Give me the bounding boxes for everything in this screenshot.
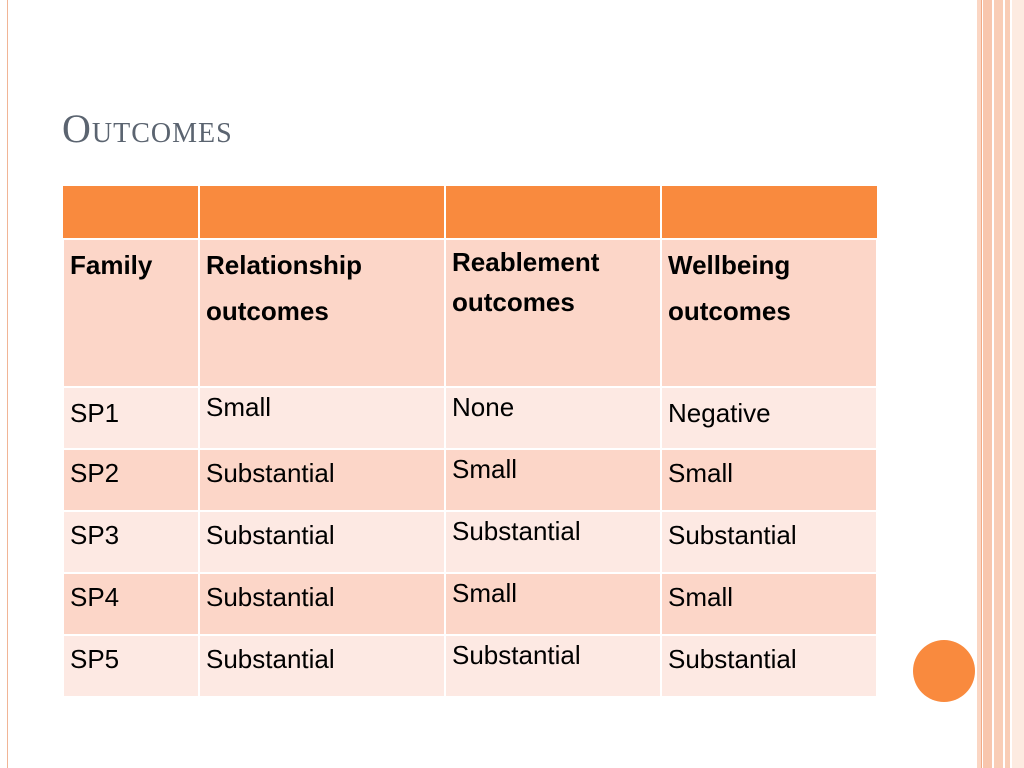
table-header-band: [63, 184, 877, 240]
decorative-stripe-gap: [1010, 0, 1012, 768]
decorative-stripe-line: [981, 0, 982, 768]
column-header-line: outcomes: [206, 296, 329, 326]
cell-family: SP4: [62, 572, 200, 636]
cell-relationship: Substantial: [198, 510, 446, 574]
column-header-family: Family: [62, 238, 200, 388]
table-row: SP3 Substantial Substantial Substantial: [62, 510, 878, 574]
slide-title: Outcomes: [62, 106, 233, 151]
cell-reablement: Substantial: [444, 510, 662, 574]
cell-family: SP2: [62, 448, 200, 512]
header-band-cell: [198, 184, 446, 240]
header-band-cell: [444, 184, 662, 240]
cell-wellbeing: Small: [660, 572, 878, 636]
cell-wellbeing: Substantial: [660, 634, 878, 698]
cell-wellbeing: Substantial: [660, 510, 878, 574]
decorative-stripe: [994, 0, 1003, 768]
cell-family: SP5: [62, 634, 200, 698]
cell-wellbeing: Small: [660, 448, 878, 512]
column-header-wellbeing: Wellbeing outcomes: [660, 238, 878, 388]
decorative-stripe-gap: [1003, 0, 1005, 768]
cell-relationship: Small: [198, 386, 446, 450]
decorative-stripe-gap: [992, 0, 994, 768]
decorative-circle: [913, 640, 975, 702]
cell-wellbeing: Negative: [660, 386, 878, 450]
decorative-stripe: [1012, 0, 1024, 768]
column-header-line: Family: [70, 250, 153, 280]
outcomes-table: Family Relationship outcomes Reablement …: [62, 184, 878, 698]
cell-family: SP1: [62, 386, 200, 450]
cell-reablement: Small: [444, 572, 662, 636]
table-row: SP5 Substantial Substantial Substantial: [62, 634, 878, 698]
column-header-reablement: Reablement outcomes: [444, 238, 662, 388]
column-header-line: outcomes: [668, 296, 791, 326]
column-header-line: Reablement: [452, 247, 600, 277]
cell-relationship: Substantial: [198, 448, 446, 512]
table-row: SP4 Substantial Small Small: [62, 572, 878, 636]
column-header-line: Relationship: [206, 250, 363, 280]
cell-relationship: Substantial: [198, 572, 446, 636]
table-row: SP2 Substantial Small Small: [62, 448, 878, 512]
decorative-stripe: [983, 0, 992, 768]
column-names-row: Family Relationship outcomes Reablement …: [62, 238, 878, 388]
left-border-line: [7, 0, 8, 768]
column-header-line: outcomes: [452, 287, 575, 317]
cell-reablement: Small: [444, 448, 662, 512]
decorative-stripe: [977, 0, 981, 768]
cell-reablement: Substantial: [444, 634, 662, 698]
header-band-cell: [63, 184, 200, 240]
column-header-relationship: Relationship outcomes: [198, 238, 446, 388]
header-band-cell: [660, 184, 877, 240]
table-row: SP1 Small None Negative: [62, 386, 878, 450]
cell-reablement: None: [444, 386, 662, 450]
column-header-line: Wellbeing: [668, 250, 791, 280]
cell-relationship: Substantial: [198, 634, 446, 698]
cell-family: SP3: [62, 510, 200, 574]
decorative-stripe: [1005, 0, 1010, 768]
